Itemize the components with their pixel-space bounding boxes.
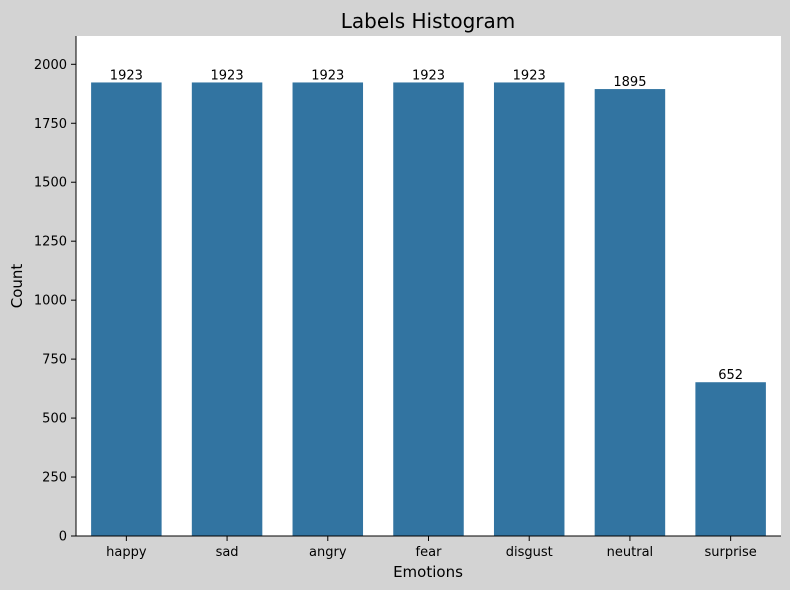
bar-happy bbox=[91, 82, 162, 536]
y-tick-label: 2000 bbox=[34, 58, 67, 73]
x-tick-label-neutral: neutral bbox=[607, 545, 654, 560]
bar-surprise bbox=[695, 382, 766, 536]
bar-value-label-surprise: 652 bbox=[718, 368, 743, 383]
bar-fear bbox=[393, 82, 464, 536]
y-axis-ticks: 0 250 500 750 1000 1250 1500 1750 2000 bbox=[34, 58, 76, 545]
y-tick-label: 750 bbox=[42, 353, 67, 368]
bar-disgust bbox=[493, 82, 565, 536]
y-tick-label: 1750 bbox=[34, 117, 67, 132]
bar-value-label-happy: 1923 bbox=[110, 68, 143, 83]
x-tick-label-happy: happy bbox=[106, 545, 147, 560]
y-tick-label: 1500 bbox=[34, 176, 67, 191]
bar-data-labels: 1923 1923 1923 1923 1923 1895 652 bbox=[110, 68, 743, 383]
bar-value-label-fear: 1923 bbox=[412, 68, 445, 83]
chart-title: Labels Histogram bbox=[341, 9, 515, 33]
bar-value-label-angry: 1923 bbox=[311, 68, 344, 83]
y-tick-label: 1000 bbox=[34, 294, 67, 309]
y-tick-label: 250 bbox=[42, 471, 67, 486]
y-tick-label: 500 bbox=[42, 412, 67, 427]
bar-neutral bbox=[594, 89, 666, 536]
y-axis-label: Count bbox=[8, 264, 26, 309]
y-tick-label: 0 bbox=[59, 530, 67, 545]
x-axis-label: Emotions bbox=[393, 563, 463, 581]
bar-sad bbox=[191, 82, 263, 536]
x-tick-label-sad: sad bbox=[216, 545, 239, 560]
x-axis-ticks: happy sad angry fear disgust neutral surprise bbox=[106, 536, 757, 560]
bar-value-label-neutral: 1895 bbox=[613, 75, 646, 90]
bar-value-label-sad: 1923 bbox=[211, 68, 244, 83]
bar-value-label-disgust: 1923 bbox=[513, 68, 546, 83]
bars bbox=[91, 82, 766, 536]
y-tick-label: 1250 bbox=[34, 235, 67, 250]
x-tick-label-surprise: surprise bbox=[704, 545, 756, 560]
bar-angry bbox=[292, 82, 364, 536]
x-tick-label-fear: fear bbox=[416, 545, 443, 560]
x-tick-label-disgust: disgust bbox=[506, 545, 553, 560]
x-tick-label-angry: angry bbox=[309, 545, 347, 560]
